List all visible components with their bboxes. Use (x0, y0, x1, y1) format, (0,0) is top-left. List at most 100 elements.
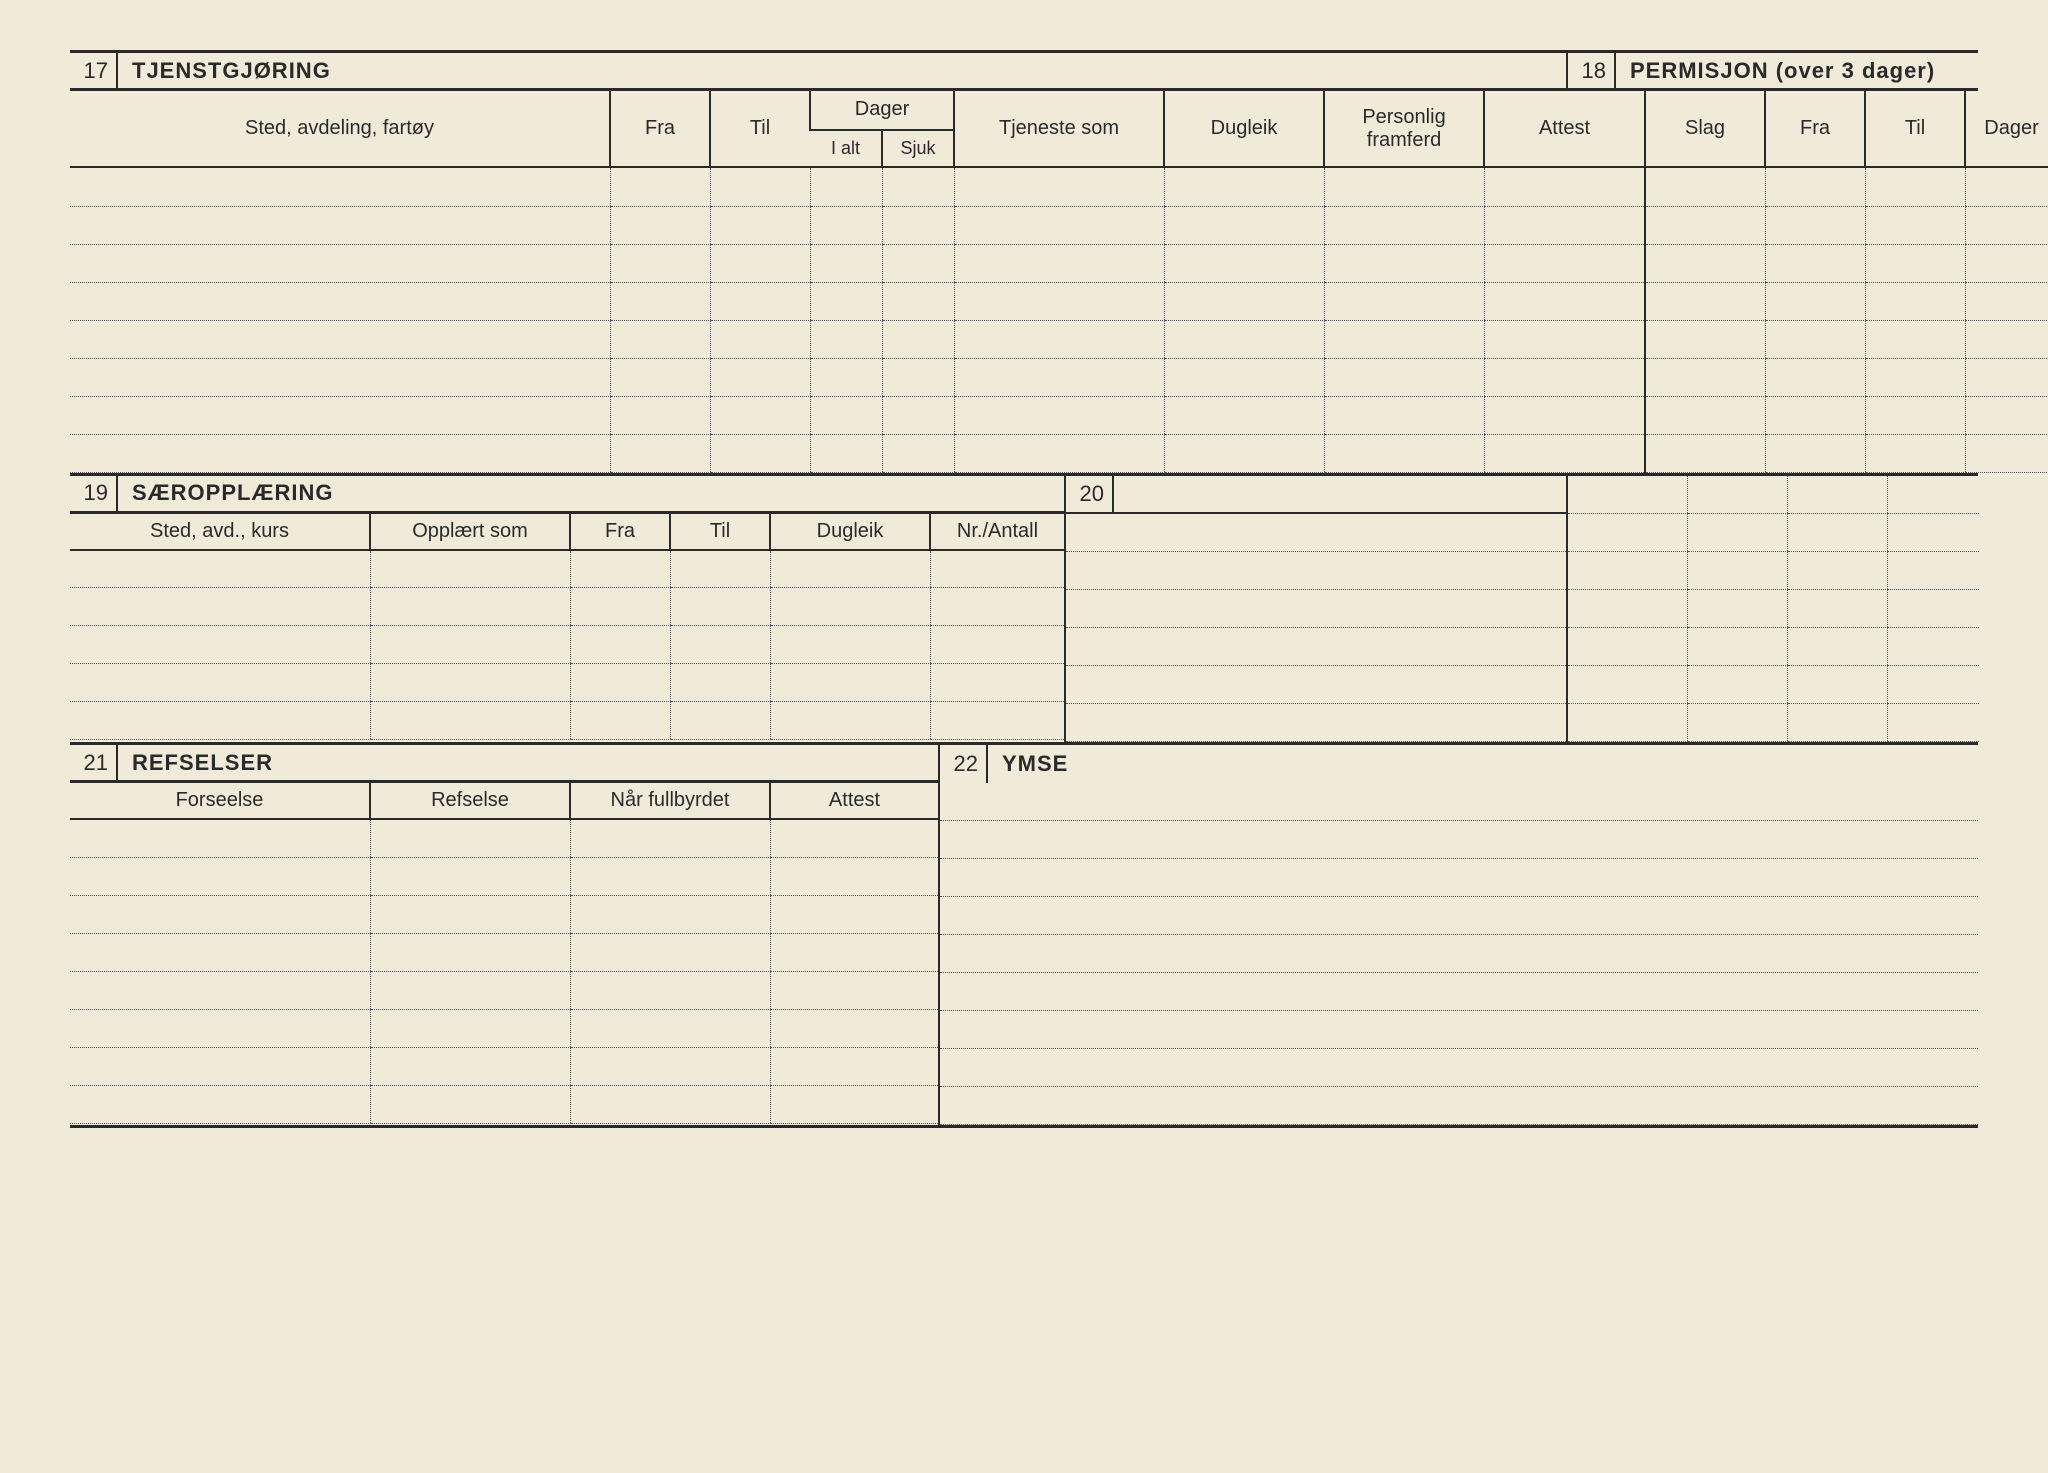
table-cell (70, 244, 610, 282)
table-cell (1484, 168, 1644, 206)
table-21-head: Forseelse Refselse Når fullbyrdet Attest (70, 783, 938, 1124)
table-cell (1887, 666, 1979, 704)
table-18-body-upper (1644, 168, 2048, 473)
table-cell (1887, 590, 1979, 628)
col19-dugleik: Dugleik (770, 514, 930, 550)
table-cell (1765, 434, 1865, 472)
ruled-line (940, 1049, 1978, 1087)
table-cell (1645, 282, 1765, 320)
table-cell (1887, 514, 1979, 552)
table-cell (882, 282, 954, 320)
table-cell (610, 434, 710, 472)
table-cell (1164, 206, 1324, 244)
table-row (70, 933, 938, 971)
table-cell (882, 168, 954, 206)
table-18-head: Slag Fra Til Dager (1644, 91, 2048, 168)
section-20: 20 (1064, 476, 1566, 743)
table-cell (1765, 358, 1865, 396)
table-cell (1484, 434, 1644, 472)
ruled-line (1066, 704, 1566, 742)
table-cell (1324, 168, 1484, 206)
ruled-line (940, 897, 1978, 935)
table-cell (370, 626, 570, 664)
col21-attest: Attest (770, 783, 938, 819)
col-fra18: Fra (1765, 91, 1865, 167)
table-cell (1865, 396, 1965, 434)
col-til: Til (710, 91, 810, 167)
ruled-line (940, 1087, 1978, 1125)
section-20-number: 20 (1066, 476, 1114, 512)
table-cell (810, 244, 882, 282)
row-21-22: 21 REFSELSER Forseelse Refselse Når full… (70, 742, 1978, 1125)
table-cell (670, 702, 770, 740)
table-cell (1567, 514, 1687, 552)
table-cell (1887, 628, 1979, 666)
table-cell (1567, 628, 1687, 666)
ruled-line (1066, 628, 1566, 666)
table-cell (1687, 628, 1787, 666)
ruled-line (940, 935, 1978, 973)
table-row (1645, 168, 2048, 206)
ruled-line (940, 973, 1978, 1011)
table-cell (70, 434, 610, 472)
table-cell (1865, 244, 1965, 282)
table-cell (1645, 320, 1765, 358)
table-cell (570, 1009, 770, 1047)
table-cell (570, 550, 670, 588)
table-cell (882, 320, 954, 358)
table-cell (670, 664, 770, 702)
section-19-number: 19 (70, 476, 118, 511)
table-cell (770, 933, 938, 971)
table-cell (670, 626, 770, 664)
table-cell (1765, 320, 1865, 358)
table-cell (1484, 358, 1644, 396)
table-cell (570, 702, 670, 740)
table-row (1567, 476, 1979, 514)
table-cell (1484, 396, 1644, 434)
table-cell (1645, 168, 1765, 206)
table-cell (770, 857, 938, 895)
ruled-line (940, 783, 1978, 821)
table-cell (1324, 358, 1484, 396)
section-18-continued (1566, 476, 1979, 743)
table-17-head: Sted, avdeling, fartøy Fra Til Dager Tje… (70, 91, 1644, 168)
table-cell (570, 1085, 770, 1123)
table-cell (930, 702, 1064, 740)
col-dager-ialt: I alt (810, 130, 882, 167)
table-cell (570, 819, 770, 857)
table-cell (70, 206, 610, 244)
table-row (70, 857, 938, 895)
section-18-title: PERMISJON (over 3 dager) (1616, 58, 1935, 84)
table-cell (570, 664, 670, 702)
col19-fra: Fra (570, 514, 670, 550)
table-cell (1787, 552, 1887, 590)
table-cell (1324, 434, 1484, 472)
table-cell (770, 1085, 938, 1123)
table-cell (1765, 244, 1865, 282)
table-cell (770, 664, 930, 702)
table-cell (70, 588, 370, 626)
table-cell (70, 1085, 370, 1123)
table-row (70, 819, 938, 857)
table-cell (370, 933, 570, 971)
table-cell (954, 396, 1164, 434)
ruled-line (1066, 514, 1566, 552)
table-cell (70, 358, 610, 396)
table-cell (1687, 552, 1787, 590)
ruled-line (1066, 666, 1566, 704)
table-cell (1324, 396, 1484, 434)
table-cell (1567, 704, 1687, 742)
table-row (1567, 590, 1979, 628)
table-cell (70, 396, 610, 434)
row-17-18-body (70, 168, 1978, 473)
col19-nr: Nr./Antall (930, 514, 1064, 550)
table-row (1645, 320, 2048, 358)
table-cell (882, 434, 954, 472)
table-cell (954, 206, 1164, 244)
col-dugleik: Dugleik (1164, 91, 1324, 167)
table-cell (1765, 206, 1865, 244)
table-row (1567, 552, 1979, 590)
table-cell (1567, 590, 1687, 628)
table-row (70, 971, 938, 1009)
table-cell (570, 857, 770, 895)
